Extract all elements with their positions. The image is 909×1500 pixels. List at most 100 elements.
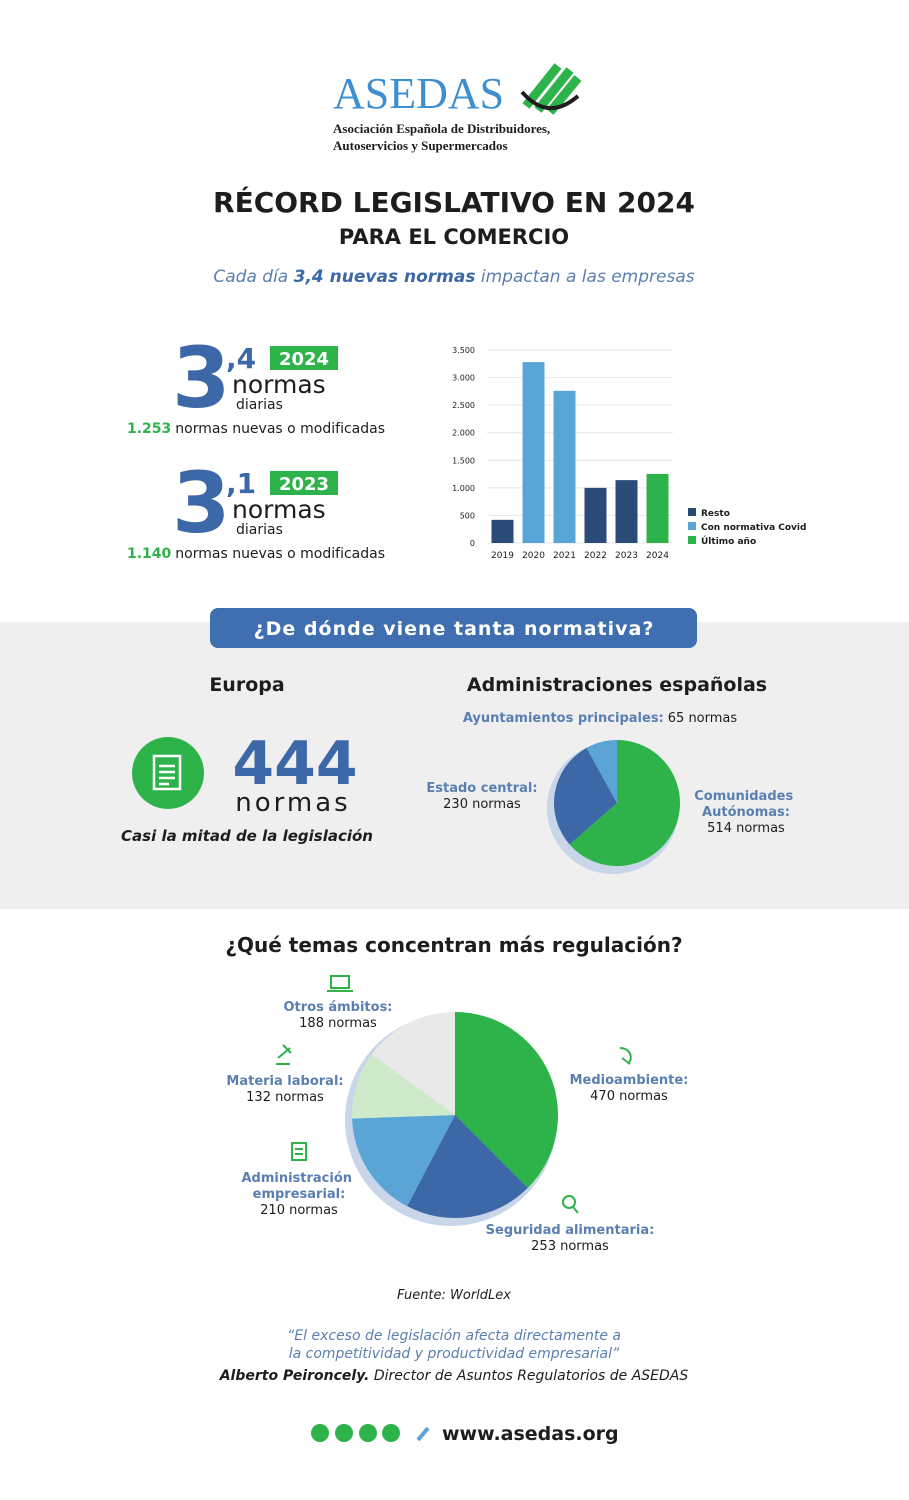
spain-heading: Administraciones españolas [467, 674, 767, 696]
slice-value: 514 normas [707, 821, 785, 836]
tagline-part: impactan a las empresas [481, 267, 695, 287]
count-text: normas nuevas o modificadas [175, 546, 385, 562]
pie-slice [407, 1115, 528, 1219]
period: diarias [236, 397, 283, 413]
big-number: 3 [172, 329, 230, 427]
topic-icons [276, 975, 632, 1214]
europa-unit: normas [235, 788, 350, 818]
slice-name: Materia laboral: [226, 1074, 343, 1089]
legend-label: Resto [701, 509, 730, 519]
legend-swatch [688, 536, 696, 544]
slice-name-line: empresarial: [253, 1187, 346, 1202]
quote: “El exceso de legislación afecta directa… [287, 1328, 621, 1344]
slice-name-line: Autónomas: [702, 805, 790, 820]
subtitle: PARA EL COMERCIO [339, 225, 569, 249]
slice-value: 132 normas [246, 1090, 324, 1105]
social-icon[interactable] [382, 1424, 400, 1442]
divider [416, 1426, 430, 1442]
pie-slice [455, 1012, 558, 1188]
author-role: Director de Asuntos Regulatorios de ASED… [374, 1368, 689, 1384]
europa-note: Casi la mitad de la legislación [121, 827, 373, 845]
unit: normas [232, 495, 326, 524]
y-tick-label: 0 [470, 539, 475, 548]
slice-value: 188 normas [299, 1016, 377, 1031]
slice-name: Administración empresarial: [241, 1171, 356, 1202]
legend-swatch [688, 522, 696, 530]
topics-pie: Medioambiente:470 normas Seguridad alimen… [226, 1000, 688, 1254]
bar [522, 362, 545, 543]
pie-slice [371, 1012, 455, 1115]
x-tick-label: 2020 [522, 551, 545, 561]
author-name: Alberto Peironcely. [219, 1368, 370, 1384]
y-tick-label: 2.000 [452, 429, 475, 438]
title: RÉCORD LEGISLATIVO EN 2024 [213, 185, 695, 219]
y-tick-label: 3.000 [452, 374, 475, 383]
pie-slice [586, 740, 617, 803]
tagline-highlight: 3,4 nuevas normas [294, 267, 476, 287]
slice-value: 230 normas [443, 797, 521, 812]
x-tick-label: 2023 [615, 551, 638, 561]
social-icon[interactable] [335, 1424, 353, 1442]
pie-slice [554, 747, 617, 845]
pie-slice [352, 1115, 455, 1207]
period: diarias [236, 522, 283, 538]
slice-label: Ayuntamientos principales: 65 normas [463, 711, 738, 726]
x-tick-label: 2024 [646, 551, 669, 561]
year: 2024 [279, 349, 329, 370]
document-icon-glyph [152, 754, 182, 791]
slice-value: 210 normas [260, 1203, 338, 1218]
europa-heading: Europa [209, 674, 284, 696]
logo-mark [520, 63, 582, 115]
bar [553, 390, 576, 543]
slice-name-line: Comunidades [694, 789, 797, 804]
pie-slice [352, 1054, 455, 1119]
org-name: Autoservicios y Supermercados [333, 138, 508, 153]
count-text: normas nuevas o modificadas [175, 421, 385, 437]
year: 2023 [279, 474, 329, 495]
bar [491, 519, 514, 543]
admin-pie: Comunidades Autónomas:514 normas Estado c… [426, 711, 798, 874]
decimal: ,1 [226, 467, 256, 500]
count-line: 1.140 normas nuevas o modificadas [127, 546, 385, 562]
slice-value: 253 normas [531, 1239, 609, 1254]
x-tick-label: 2022 [584, 551, 607, 561]
bar [615, 480, 638, 543]
section-button-label: ¿De dónde viene tanta normativa? [254, 618, 655, 640]
x-tick-label: 2021 [553, 551, 576, 561]
slice-name-line: Administración [241, 1171, 356, 1186]
tagline: Cada día 3,4 nuevas normas impactan a la… [213, 267, 694, 287]
section-button [210, 608, 697, 648]
decimal: ,4 [226, 342, 256, 375]
bar [646, 473, 669, 543]
big-number: 3 [172, 454, 230, 552]
legend-label: Último año [701, 535, 756, 547]
social-icon[interactable] [359, 1424, 377, 1442]
slice-name: Medioambiente: [570, 1073, 689, 1088]
slice-name: Ayuntamientos principales: [463, 711, 664, 726]
slice-name: Estado central: [426, 781, 537, 796]
slice-name: Otros ámbitos: [283, 1000, 392, 1015]
x-tick-label: 2019 [491, 551, 514, 561]
logo: ASEDAS [333, 69, 504, 118]
org-name: Asociación Española de Distribuidores, [333, 121, 550, 136]
slice-name: Seguridad alimentaria: [486, 1223, 655, 1238]
slice-value: 65 normas [668, 711, 738, 726]
topics-heading: ¿Qué temas concentran más regulación? [225, 933, 682, 957]
y-tick-label: 1.500 [452, 456, 475, 465]
social-icon[interactable] [311, 1424, 329, 1442]
count: 1.140 [127, 546, 172, 562]
tagline-part: Cada día [213, 267, 288, 287]
y-tick-label: 1.000 [452, 484, 475, 493]
europa-number: 444 [232, 729, 357, 799]
website[interactable]: www.asedas.org [442, 1423, 619, 1445]
quote-author: Alberto Peironcely. Director de Asuntos … [219, 1368, 689, 1384]
legend-swatch [688, 508, 696, 516]
year-badge [270, 346, 338, 370]
legend-label: Con normativa Covid [701, 523, 806, 533]
y-tick-label: 3.500 [452, 346, 475, 355]
bar-chart: 0 500 1.000 1.500 2.000 2.500 3.000 3.500 2019 20… [452, 346, 806, 561]
y-tick-label: 500 [460, 511, 475, 520]
pie-slice [569, 740, 681, 867]
